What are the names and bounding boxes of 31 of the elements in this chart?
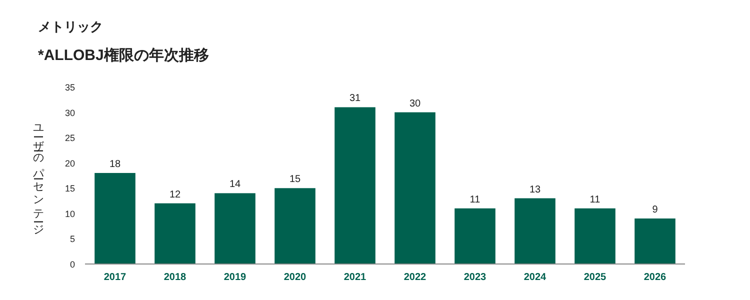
x-tick-label: 2025 xyxy=(584,272,607,283)
x-tick-label: 2018 xyxy=(164,272,187,283)
x-tick-label: 2019 xyxy=(224,272,247,283)
data-label: 11 xyxy=(470,194,481,206)
data-label: 31 xyxy=(349,93,361,104)
data-label: 9 xyxy=(652,204,658,216)
x-tick-label: 2024 xyxy=(524,272,547,283)
data-label: 15 xyxy=(289,174,301,186)
y-tick-label: 15 xyxy=(64,184,75,194)
data-label: 13 xyxy=(529,184,541,196)
y-tick-label: 35 xyxy=(64,82,75,92)
data-label: 30 xyxy=(409,98,421,110)
title: *ALLOBJ権限の年次推移 xyxy=(38,47,209,64)
x-tick-label: 2020 xyxy=(284,272,307,283)
y-tick-label: 5 xyxy=(70,234,75,244)
y-tick-label: 30 xyxy=(64,108,75,118)
subtitle: メトリック xyxy=(38,19,103,34)
ylabel: ユーザーのパーセンテージ xyxy=(31,116,45,233)
data-label: 12 xyxy=(169,189,181,200)
y-tick-label: 10 xyxy=(64,208,75,219)
x-tick-label: 2022 xyxy=(404,272,427,283)
x-tick-label: 2026 xyxy=(644,272,667,283)
y-tick-label: 0 xyxy=(70,260,75,270)
data-label: 14 xyxy=(229,179,241,190)
y-tick-label: 20 xyxy=(64,158,75,168)
data-label: 18 xyxy=(109,158,121,170)
data-label: 11 xyxy=(590,194,601,206)
x-tick-label: 2021 xyxy=(344,272,367,283)
x-tick-label: 2023 xyxy=(464,272,487,283)
x-tick-label: 2017 xyxy=(104,272,127,283)
y-tick-label: 25 xyxy=(64,133,75,144)
